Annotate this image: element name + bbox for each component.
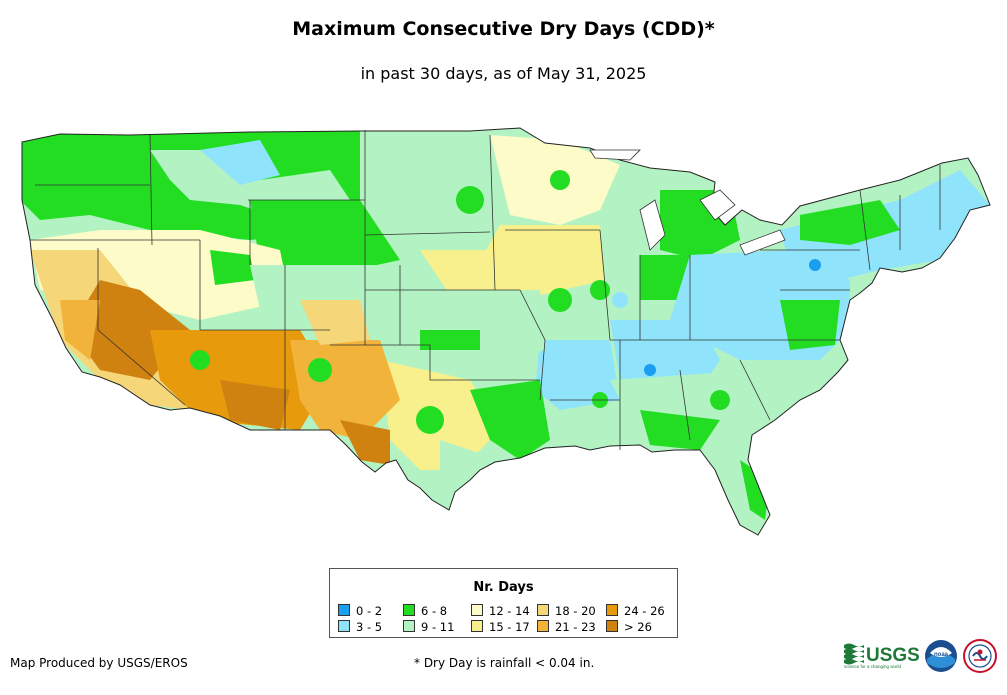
legend-item-gt-26: > 26 [606, 620, 652, 634]
legend-item-15-17: 15 - 17 [471, 620, 530, 634]
legend-swatch [471, 604, 483, 616]
legend-item-24-26: 24 - 26 [606, 604, 665, 618]
legend-item-18-20: 18 - 20 [537, 604, 596, 618]
legend-item-21-23: 21 - 23 [537, 620, 596, 634]
legend: Nr. Days 0 - 2 3 - 5 6 - 8 9 - 11 12 - 1… [329, 568, 678, 638]
noaa-wordmark: noaa [934, 652, 949, 658]
legend-swatch [537, 620, 549, 632]
producer-credit: Map Produced by USGS/EROS [10, 656, 188, 670]
usgs-wordmark: USGS [866, 645, 919, 666]
legend-item-12-14: 12 - 14 [471, 604, 530, 618]
nws-logo [963, 639, 997, 673]
map-subtitle: in past 30 days, as of May 31, 2025 [360, 64, 647, 83]
legend-swatch [403, 604, 415, 616]
state-borders [30, 130, 941, 450]
map-title: Maximum Consecutive Dry Days (CDD)* [292, 18, 715, 40]
usgs-logo: USGS science for a changing world [843, 641, 920, 669]
noaa-logo: noaa [924, 639, 958, 673]
legend-swatch [606, 620, 618, 632]
lake-superior [589, 149, 641, 161]
lake-michigan [639, 199, 666, 251]
us-outline [21, 127, 991, 536]
legend-swatch [471, 620, 483, 632]
legend-item-3-5: 3 - 5 [338, 620, 382, 634]
lake-huron [699, 189, 736, 221]
legend-swatch [403, 620, 415, 632]
dry-day-note: * Dry Day is rainfall < 0.04 in. [414, 656, 595, 670]
legend-item-6-8: 6 - 8 [403, 604, 447, 618]
legend-item-0-2: 0 - 2 [338, 604, 382, 618]
usgs-tagline: science for a changing world [844, 664, 902, 669]
legend-swatch [338, 620, 350, 632]
legend-swatch [338, 604, 350, 616]
legend-item-9-11: 9 - 11 [403, 620, 454, 634]
legend-swatch [606, 604, 618, 616]
lake-erie [739, 229, 786, 256]
legend-title: Nr. Days [473, 580, 534, 595]
legend-swatch [537, 604, 549, 616]
